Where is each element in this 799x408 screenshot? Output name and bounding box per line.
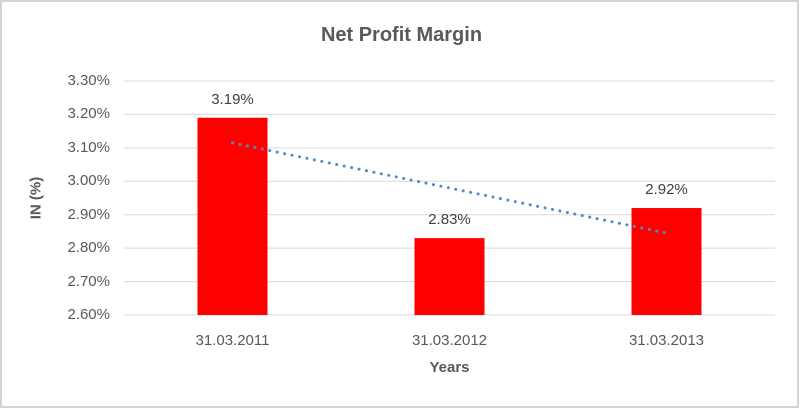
x-category-label: 31.03.2013 (628, 332, 705, 349)
bar-31.03.2013 (631, 208, 702, 315)
chart-title: Net Profit Margin (320, 24, 483, 46)
y-tick-label: 3.30% (67, 72, 110, 89)
bar-31.03.2011 (197, 117, 268, 316)
y-tick-label: 3.00% (67, 172, 110, 190)
y-tick-label: 2.60% (67, 306, 110, 323)
y-tick-label: 3.10% (67, 138, 110, 156)
bar-31.03.2012 (414, 238, 485, 315)
y-tick-label: 2.70% (67, 272, 110, 290)
bar-data-label: 2.92% (645, 181, 688, 199)
x-category-label: 31.03.2012 (411, 332, 488, 349)
y-tick-label: 2.80% (67, 239, 110, 257)
bar-data-label: 2.83% (428, 211, 471, 229)
trendline (231, 141, 668, 235)
x-category-label: 31.03.2011 (195, 332, 270, 349)
y-tick-label: 3.20% (67, 105, 110, 123)
y-tick-label: 2.90% (67, 205, 110, 223)
x-axis-title: Years (429, 359, 470, 376)
bar-data-label: 3.19% (211, 90, 254, 108)
